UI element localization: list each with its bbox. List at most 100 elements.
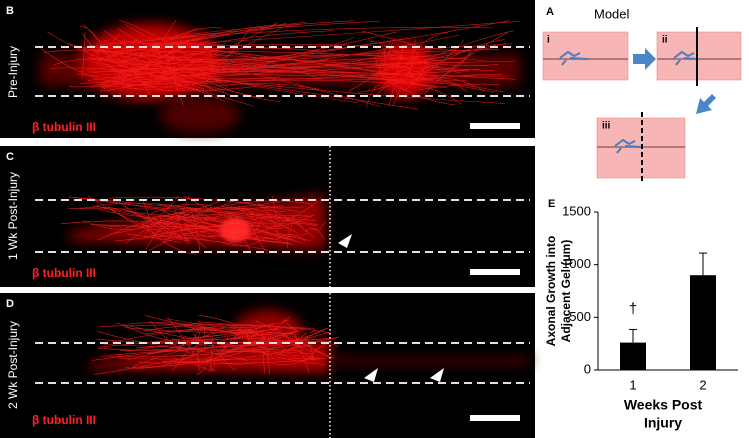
- panel-b: B Pre-Injury β tubulin III: [0, 0, 535, 138]
- fiber: [265, 354, 270, 375]
- fiber: [189, 360, 217, 372]
- glow: [160, 97, 240, 133]
- fiber: [115, 30, 334, 64]
- fiber: [383, 47, 387, 80]
- fiber: [200, 78, 505, 104]
- fiber: [274, 327, 299, 350]
- fiber: [60, 220, 207, 229]
- fiber: [278, 345, 313, 356]
- fiber: [123, 39, 137, 68]
- fiber: [232, 213, 290, 229]
- fiber: [97, 58, 308, 73]
- panel-letter: C: [6, 151, 14, 163]
- fiber: [90, 224, 260, 227]
- fiber: [389, 57, 462, 74]
- annotation: †: [629, 300, 637, 317]
- fiber: [176, 84, 226, 102]
- panel-label: 2 Wk Post-Injury: [6, 321, 20, 409]
- fiber: [308, 328, 316, 334]
- arrowhead: [338, 234, 352, 248]
- fiber: [129, 211, 187, 240]
- fiber: [176, 68, 441, 88]
- fiber: [147, 48, 178, 91]
- x-axis-label: Injury: [644, 415, 682, 431]
- fiber: [215, 83, 320, 90]
- gel-box: [656, 31, 742, 81]
- fiber: [196, 351, 214, 375]
- fiber: [395, 76, 403, 88]
- fiber: [197, 349, 200, 371]
- fiber: [164, 224, 283, 240]
- fiber: [111, 329, 218, 343]
- fiber: [415, 50, 426, 74]
- fiber: [102, 48, 210, 88]
- fiber: [142, 323, 297, 332]
- fiber: [365, 85, 381, 108]
- gel-box: [542, 31, 629, 81]
- fiber: [198, 331, 332, 352]
- fiber: [250, 224, 268, 254]
- fiber: [170, 205, 284, 236]
- fiber: [192, 333, 204, 343]
- fiber: [197, 326, 316, 353]
- fiber: [98, 209, 233, 220]
- arrowhead: [430, 368, 444, 382]
- arrowhead: [364, 368, 378, 382]
- scale-bar: [470, 123, 520, 129]
- fiber: [89, 44, 160, 64]
- fiber: [94, 64, 262, 99]
- fiber: [272, 355, 315, 365]
- fiber: [243, 219, 262, 235]
- fiber: [201, 330, 253, 338]
- fiber: [380, 47, 435, 89]
- step-label: ii: [662, 35, 668, 46]
- y-axis-label: Axonal Growth into: [544, 236, 558, 347]
- fiber: [199, 328, 307, 365]
- neuron: [614, 138, 642, 154]
- fiber: [175, 28, 204, 48]
- fiber: [40, 48, 125, 84]
- bar: [690, 275, 716, 370]
- fiber: [114, 44, 467, 52]
- panel-letter: D: [6, 298, 14, 310]
- fiber: [167, 317, 201, 362]
- fiber: [87, 195, 171, 235]
- fiber: [200, 54, 484, 63]
- fiber: [77, 74, 198, 90]
- fiber: [157, 204, 318, 225]
- fiber: [93, 49, 359, 103]
- bar: [620, 342, 646, 370]
- fiber: [249, 216, 272, 223]
- fiber: [405, 73, 503, 83]
- fiber: [419, 39, 465, 70]
- fiber: [419, 77, 468, 93]
- fiber: [95, 205, 282, 241]
- fiber: [294, 333, 310, 373]
- fiber: [115, 70, 161, 91]
- step-label: iii: [602, 121, 611, 132]
- fiber: [159, 218, 217, 238]
- fiber: [434, 51, 471, 71]
- fiber: [198, 315, 266, 339]
- fiber: [148, 237, 210, 252]
- fiber: [403, 62, 415, 89]
- fiber: [82, 20, 355, 49]
- fiber: [155, 337, 266, 343]
- fiber: [141, 48, 499, 66]
- fiber: [114, 73, 178, 86]
- fiber: [150, 76, 205, 90]
- fiber: [162, 358, 321, 364]
- fiber: [287, 223, 292, 233]
- fiber: [95, 63, 419, 110]
- fiber: [160, 78, 211, 86]
- panel-label: 1 Wk Post-Injury: [6, 172, 20, 260]
- fiber: [172, 327, 200, 371]
- fiber: [205, 227, 309, 239]
- fiber: [144, 315, 285, 336]
- fiber: [272, 334, 296, 357]
- fiber: [378, 50, 499, 67]
- fiber: [91, 46, 470, 72]
- fiber: [422, 65, 495, 71]
- fiber: [117, 28, 163, 56]
